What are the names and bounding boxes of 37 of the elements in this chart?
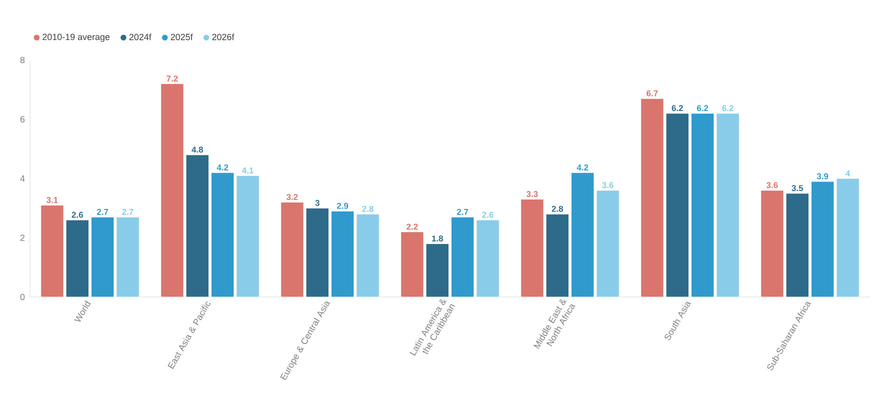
data-label: 6.2 — [672, 105, 683, 112]
data-label: 1.8 — [432, 235, 444, 242]
data-label: 3.6 — [766, 182, 778, 188]
data-label: 2.7 — [122, 208, 134, 215]
data-label: 2.8 — [362, 206, 374, 212]
data-label: 3.9 — [816, 173, 828, 180]
data-label: 3.3 — [526, 191, 538, 198]
data-label: 2.6 — [72, 212, 83, 218]
data-label: 3 — [315, 200, 320, 206]
data-label: 4.2 — [216, 164, 228, 170]
data-label: 6.2 — [722, 105, 734, 112]
legend-label: 2025f — [170, 34, 193, 40]
y-tick-label: 0 — [20, 294, 25, 300]
data-label: 4.2 — [576, 164, 588, 170]
y-tick-label: 2 — [20, 234, 25, 241]
y-tick-label: 8 — [20, 56, 25, 64]
data-label: 4.1 — [242, 168, 254, 174]
data-label: 6.7 — [646, 90, 658, 96]
data-label: 6.2 — [697, 105, 708, 112]
legend-label: 2026f — [212, 34, 234, 40]
legend-label: 2024f — [129, 34, 152, 40]
data-label: 3.1 — [46, 196, 58, 203]
data-label: 3.5 — [792, 185, 804, 192]
legend-label: 2010-19 average — [42, 34, 110, 42]
data-label: 7.2 — [166, 76, 178, 82]
data-label: 2.7 — [97, 208, 108, 215]
data-label: 3.2 — [286, 194, 298, 200]
data-label: 4 — [846, 170, 850, 176]
data-label: 2.2 — [406, 224, 418, 230]
y-tick-label: 4 — [20, 175, 25, 182]
data-label: 2.7 — [457, 208, 468, 215]
data-label: 2.9 — [337, 202, 348, 209]
data-label: 4.8 — [192, 146, 204, 153]
data-label: 3.6 — [602, 182, 614, 188]
y-tick-label: 6 — [20, 116, 25, 122]
data-label: 2.8 — [552, 206, 564, 212]
data-label: 2.6 — [482, 212, 494, 218]
